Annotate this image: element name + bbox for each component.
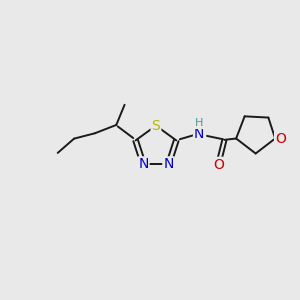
- Text: H: H: [195, 118, 203, 128]
- Text: O: O: [214, 158, 224, 172]
- Text: N: N: [138, 157, 148, 171]
- Text: N: N: [194, 128, 204, 142]
- Text: S: S: [152, 118, 160, 133]
- Text: H: H: [196, 127, 206, 140]
- Text: O: O: [275, 131, 286, 146]
- Text: N: N: [163, 157, 174, 171]
